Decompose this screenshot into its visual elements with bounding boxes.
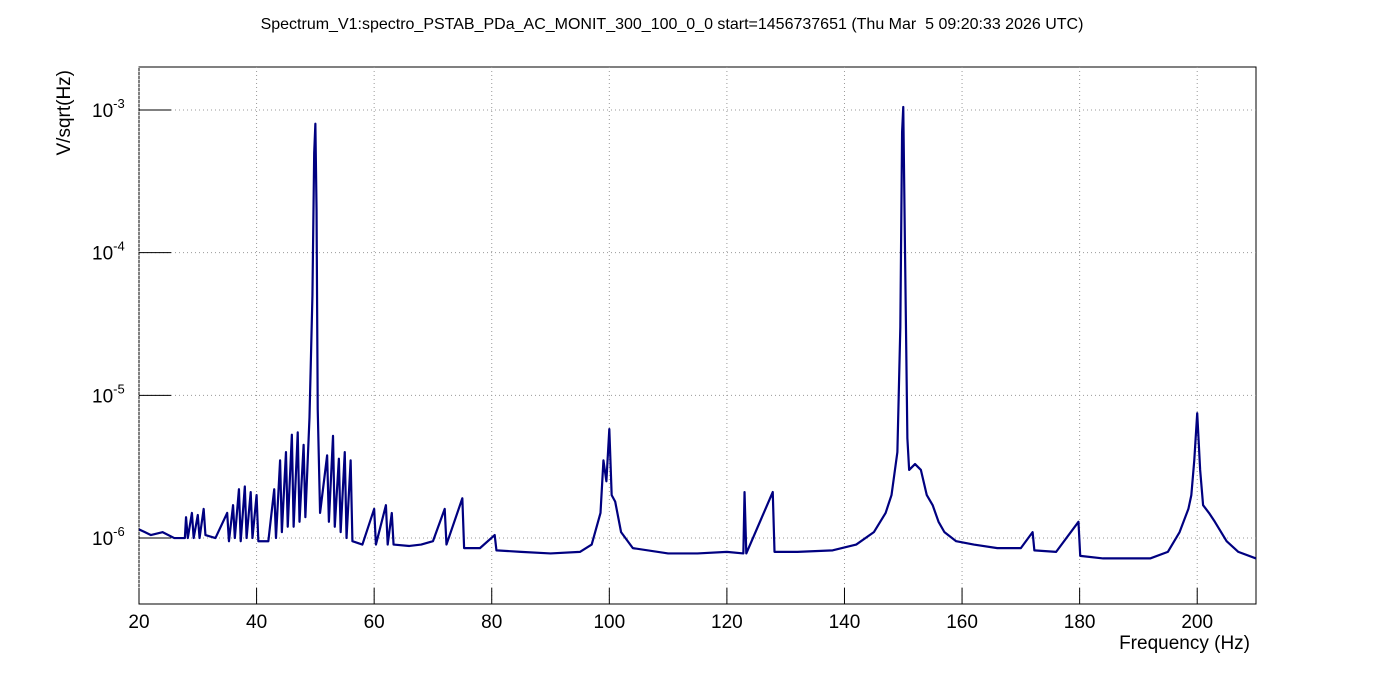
x-axis-label: Frequency (Hz) [1119, 633, 1250, 654]
y-tick-label: 10-4 [92, 239, 125, 265]
y-tick-base: 10 [92, 244, 113, 265]
x-tick-label: 40 [246, 612, 267, 633]
y-tick-exponent: -6 [113, 524, 125, 539]
x-tick-label: 60 [364, 612, 385, 633]
y-tick-label: 10-6 [92, 524, 125, 550]
x-tick-label: 180 [1064, 612, 1096, 633]
x-tick-label: 80 [481, 612, 502, 633]
x-tick-label: 140 [829, 612, 861, 633]
x-tick-label: 100 [593, 612, 625, 633]
y-tick-base: 10 [92, 386, 113, 407]
y-axis-label: V/sqrt(Hz) [54, 70, 75, 156]
y-tick-exponent: -3 [113, 96, 125, 111]
spectrum-line [139, 105, 1256, 560]
x-tick-label: 200 [1181, 612, 1213, 633]
y-tick-exponent: -5 [113, 381, 125, 396]
x-tick-label: 160 [946, 612, 978, 633]
y-tick-label: 10-3 [92, 96, 125, 122]
x-tick-label: 120 [711, 612, 743, 633]
y-tick-base: 10 [92, 529, 113, 550]
y-tick-base: 10 [92, 101, 113, 122]
y-tick-label: 10-5 [92, 381, 125, 407]
chart-title: Spectrum_V1:spectro_PSTAB_PDa_AC_MONIT_3… [261, 16, 1084, 33]
x-tick-label: 20 [128, 612, 149, 633]
y-tick-exponent: -4 [113, 239, 125, 254]
